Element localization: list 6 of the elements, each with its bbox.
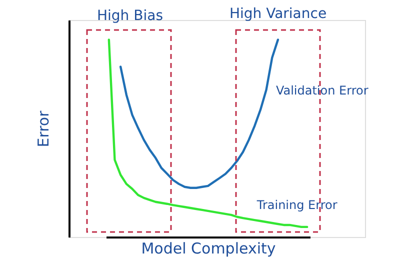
series-label: Validation Error xyxy=(276,84,368,98)
y-axis-title: Error xyxy=(34,110,52,148)
x-axis-title: Model Complexity xyxy=(141,240,276,258)
series-label: Training Error xyxy=(256,198,338,212)
text: High Variance xyxy=(229,6,327,22)
text: High Bias xyxy=(97,8,163,24)
